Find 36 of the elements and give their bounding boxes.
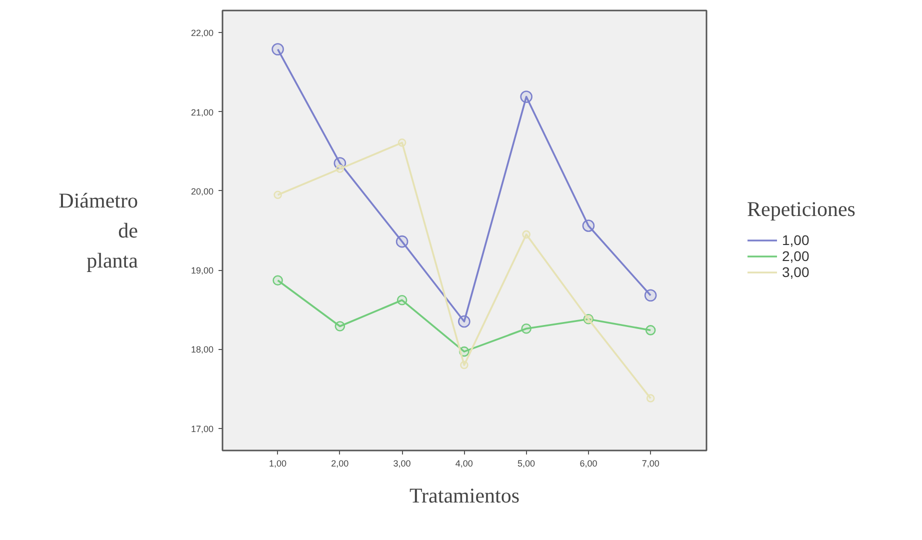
point	[522, 230, 530, 239]
y-tick-label: 18,00	[190, 344, 214, 355]
x-tick-label: 3,00	[393, 458, 411, 468]
point	[274, 190, 282, 200]
point	[520, 90, 532, 103]
x-tick-label: 2,00	[331, 458, 349, 468]
point	[336, 164, 344, 173]
x-tick-label: 1,00	[269, 458, 287, 468]
x-axis-title: Tratamientos	[409, 484, 520, 508]
point	[272, 275, 283, 286]
point	[521, 323, 532, 334]
point	[396, 295, 408, 306]
point	[334, 321, 346, 332]
point	[646, 394, 655, 402]
legend-label: 2,00	[782, 248, 810, 264]
legend-title: Repeticiones	[747, 197, 856, 222]
legend-label: 1,00	[782, 232, 810, 248]
point	[458, 315, 470, 328]
point	[460, 360, 468, 370]
point	[582, 220, 595, 232]
y-tick-label: 20,00	[190, 186, 214, 196]
y-axis-title: Diámetro de planta	[58, 188, 139, 272]
y-tick-label: 17,00	[190, 424, 214, 434]
x-tick-label: 5,00	[518, 458, 536, 468]
point	[644, 289, 657, 302]
y-tick-label: 22,00	[190, 28, 214, 38]
point	[272, 43, 284, 56]
x-tick-label: 6,00	[580, 458, 598, 468]
legend-label: 3,00	[782, 264, 810, 280]
x-tick-label: 7,00	[642, 458, 660, 468]
point	[398, 138, 406, 147]
y-tick-label: 21,00	[190, 107, 214, 118]
y-tick-label: 19,00	[190, 266, 214, 276]
point	[645, 325, 656, 336]
point	[396, 235, 408, 248]
x-tick-label: 4,00	[455, 458, 473, 468]
